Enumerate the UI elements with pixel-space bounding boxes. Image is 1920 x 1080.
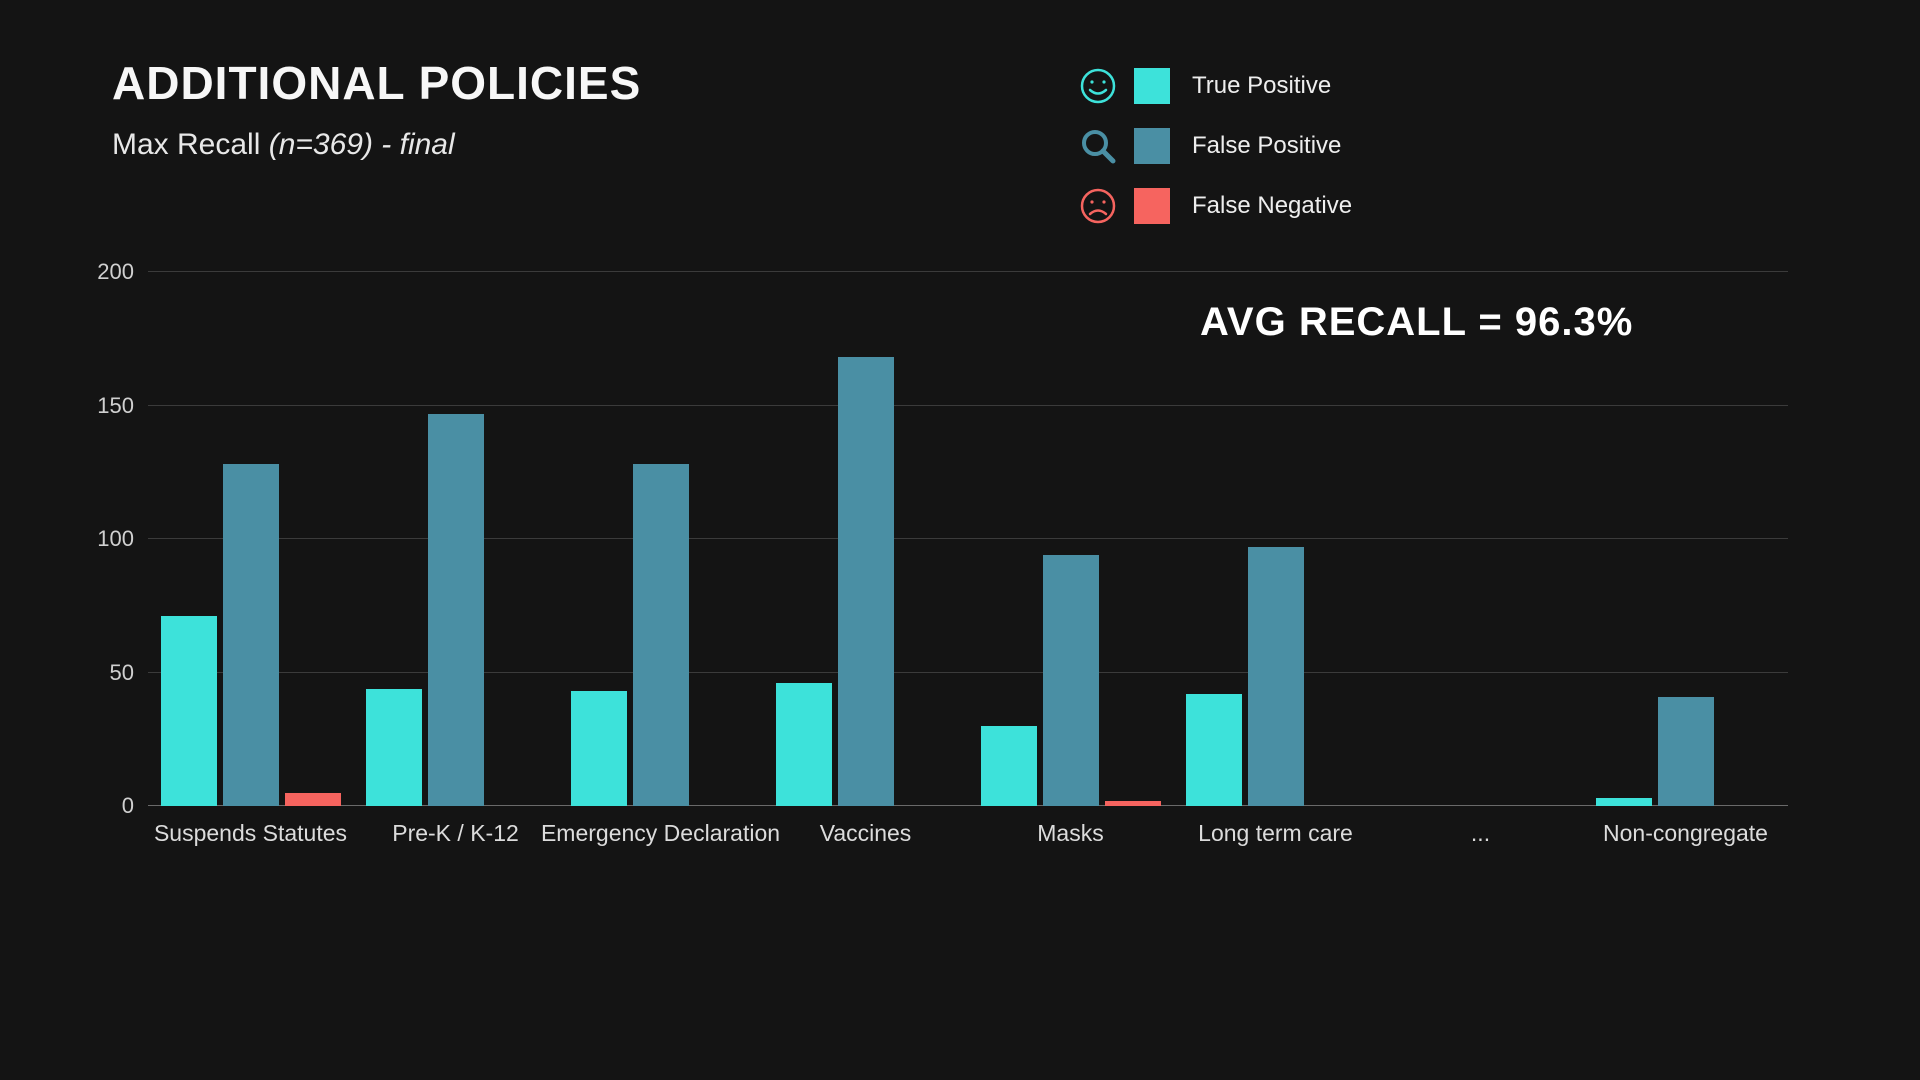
plot-area: 050100150200Suspends StatutesPre-K / K-1… — [148, 272, 1788, 806]
subtitle-prefix: Max Recall — [112, 128, 269, 161]
bar-tp — [1596, 798, 1652, 806]
x-tick-label: Vaccines — [820, 806, 912, 847]
x-tick-label: Emergency Declaration — [541, 806, 780, 847]
bar-chart: 050100150200Suspends StatutesPre-K / K-1… — [148, 272, 1788, 806]
legend-label: False Positive — [1192, 132, 1341, 160]
slide: ADDITIONAL POLICIES Max Recall (n=369) -… — [0, 0, 1920, 1080]
smile-icon — [1076, 64, 1120, 108]
bar-tp — [776, 683, 832, 806]
bar-fn — [285, 793, 341, 806]
frown-icon — [1076, 184, 1120, 228]
x-tick-label: Non-congregate — [1603, 806, 1768, 847]
legend-swatch — [1134, 188, 1170, 224]
bar-group: Pre-K / K-12 — [353, 272, 558, 806]
legend-row: True Positive — [1076, 56, 1352, 116]
bar-fp — [838, 357, 894, 806]
bar-group: Masks — [968, 272, 1173, 806]
bar-fp — [1658, 697, 1714, 806]
bar-fp — [428, 414, 484, 806]
x-tick-label: Suspends Statutes — [154, 806, 347, 847]
bar-fp — [633, 464, 689, 806]
subtitle-italic: (n=369) - final — [269, 128, 455, 161]
bar-tp — [161, 616, 217, 806]
y-tick-label: 50 — [110, 660, 148, 686]
bar-group: Suspends Statutes — [148, 272, 353, 806]
bar-tp — [981, 726, 1037, 806]
bar-fp — [1043, 555, 1099, 806]
bar-fn — [1105, 801, 1161, 806]
subtitle: Max Recall (n=369) - final — [112, 128, 641, 162]
bar-tp — [1186, 694, 1242, 806]
bar-group: ... — [1378, 272, 1583, 806]
legend-swatch — [1134, 128, 1170, 164]
x-tick-label: Masks — [1037, 806, 1103, 847]
legend-row: False Negative — [1076, 176, 1352, 236]
legend: True Positive False Positive False Negativ… — [1076, 56, 1352, 236]
bar-group: Non-congregate — [1583, 272, 1788, 806]
x-tick-label: Pre-K / K-12 — [392, 806, 519, 847]
y-tick-label: 0 — [122, 793, 148, 819]
bar-fp — [1248, 547, 1304, 806]
bar-fp — [223, 464, 279, 806]
y-tick-label: 200 — [97, 259, 148, 285]
bar-group: Emergency Declaration — [558, 272, 763, 806]
legend-label: True Positive — [1192, 72, 1331, 100]
bar-group: Vaccines — [763, 272, 968, 806]
bar-group: Long term care — [1173, 272, 1378, 806]
bar-tp — [366, 689, 422, 806]
y-tick-label: 100 — [97, 526, 148, 552]
y-tick-label: 150 — [97, 393, 148, 419]
x-tick-label: ... — [1471, 806, 1490, 847]
title-block: ADDITIONAL POLICIES Max Recall (n=369) -… — [112, 56, 641, 162]
legend-row: False Positive — [1076, 116, 1352, 176]
legend-label: False Negative — [1192, 192, 1352, 220]
search-icon — [1076, 124, 1120, 168]
page-title: ADDITIONAL POLICIES — [112, 56, 641, 110]
legend-swatch — [1134, 68, 1170, 104]
bar-tp — [571, 691, 627, 806]
x-tick-label: Long term care — [1198, 806, 1353, 847]
